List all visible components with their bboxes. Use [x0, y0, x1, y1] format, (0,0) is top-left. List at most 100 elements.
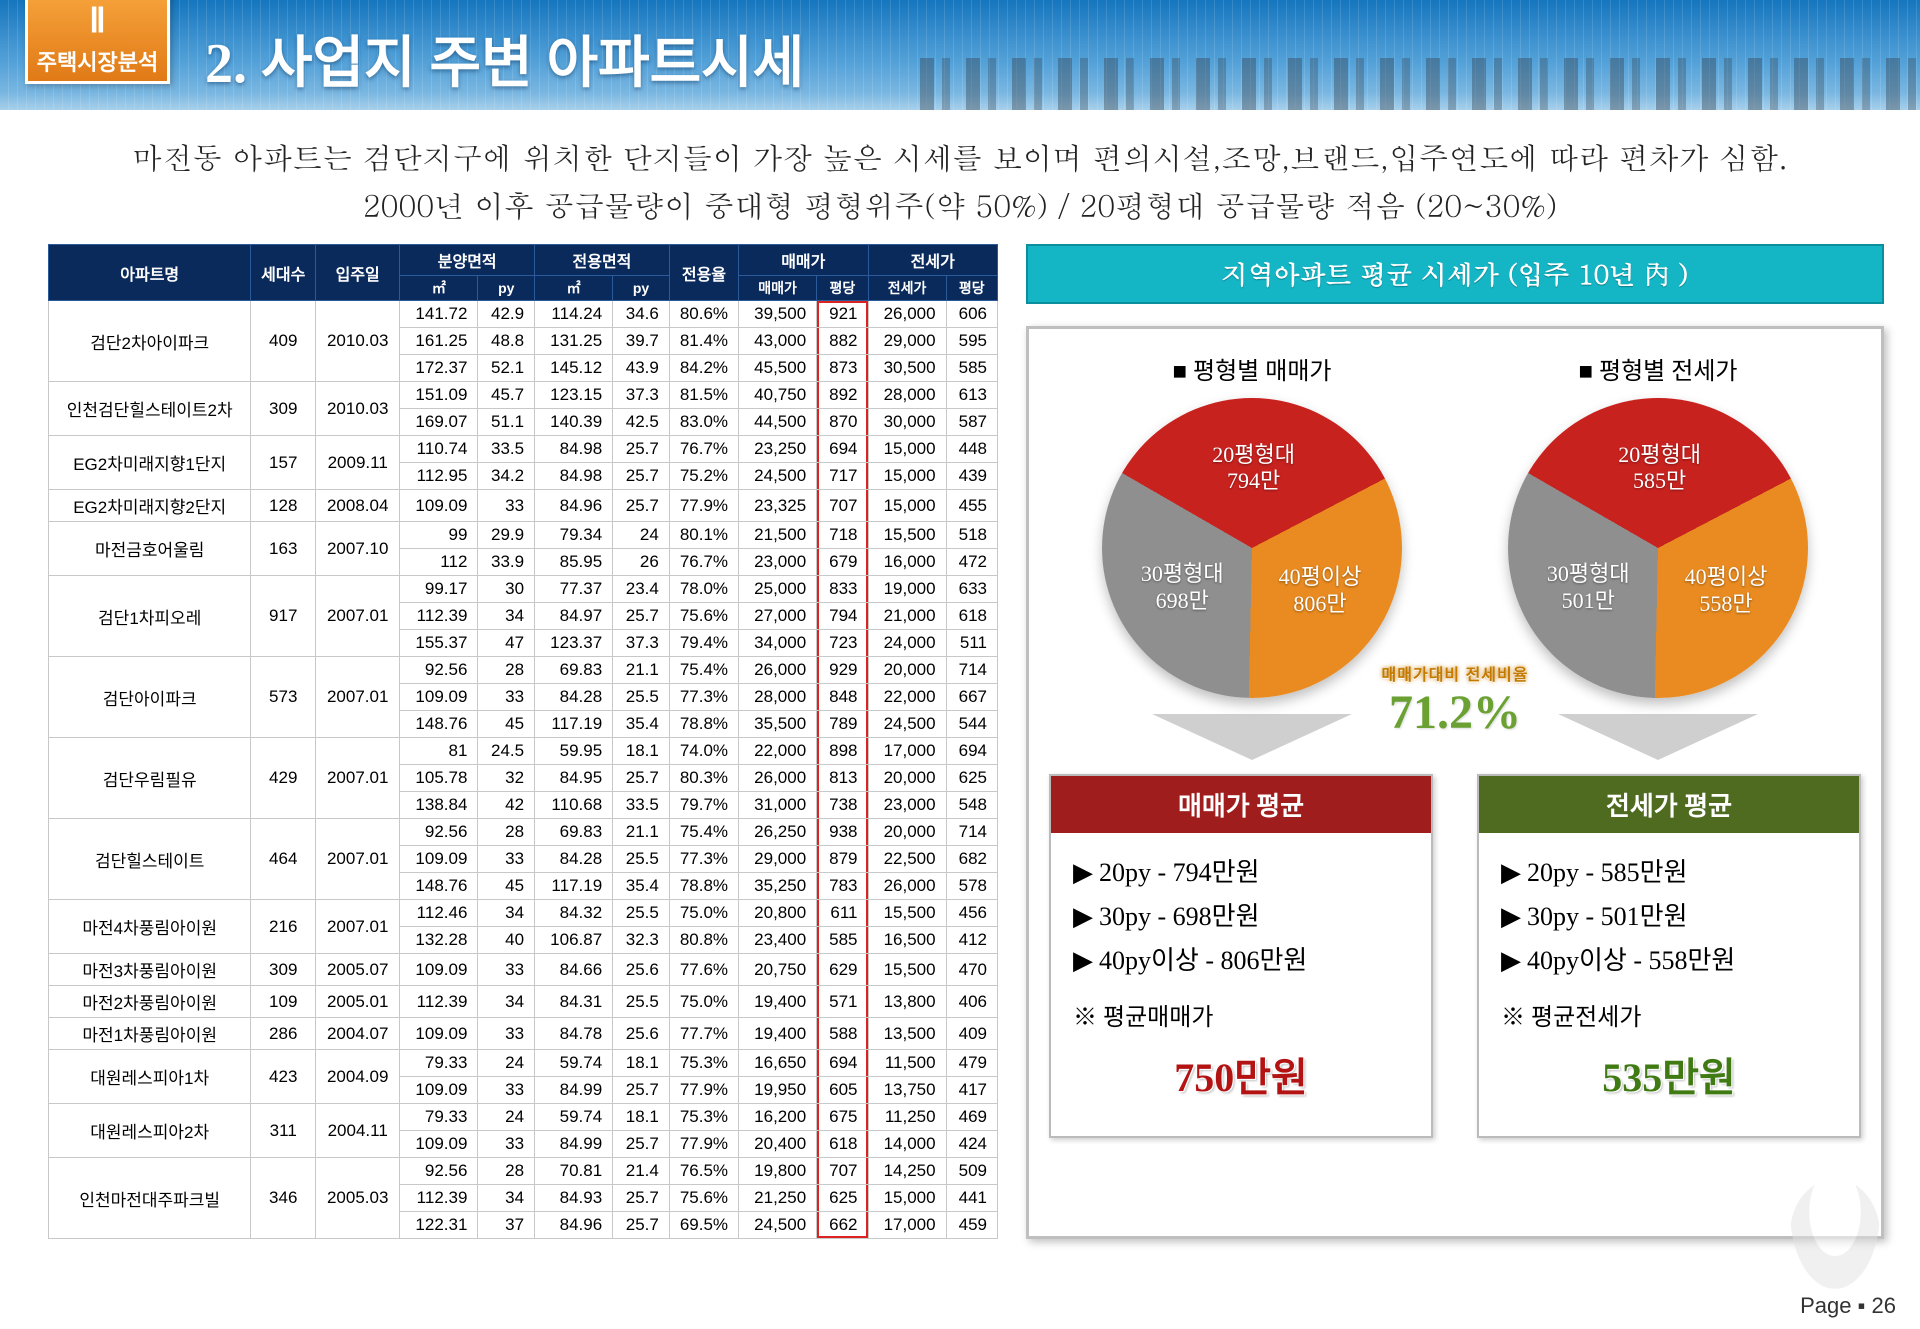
side-box: ■ 평형별 매매가 20평형대794만40평이상806만30평형대698만 ■ …: [1026, 326, 1884, 1239]
cell: 870: [817, 409, 868, 436]
cell: 24,500: [868, 711, 946, 738]
table-row: 마전금호어울림1632007.109929.979.342480.1%21,50…: [49, 522, 998, 549]
cell: 633: [946, 576, 997, 603]
cell: 79.33: [400, 1050, 478, 1077]
th-sale-price: 매매가: [739, 276, 817, 301]
cell: 109.09: [400, 1077, 478, 1104]
cell: 21,250: [739, 1185, 817, 1212]
cell: 51.1: [478, 409, 535, 436]
cell: 19,400: [739, 986, 817, 1018]
cell: 19,000: [868, 576, 946, 603]
cell: 20,000: [868, 657, 946, 684]
cell: 25.7: [613, 1131, 670, 1158]
cell: 938: [817, 819, 868, 846]
cell: 75.6%: [669, 1185, 738, 1212]
cell: 441: [946, 1185, 997, 1212]
cell: 24,500: [739, 1212, 817, 1239]
cell-apt-name: 인천검단힐스테이트2차: [49, 382, 251, 436]
cell: 544: [946, 711, 997, 738]
cell: 34: [478, 986, 535, 1018]
cell: 783: [817, 873, 868, 900]
cell-units: 429: [251, 738, 316, 819]
cell: 625: [946, 765, 997, 792]
cell: 33.5: [478, 436, 535, 463]
cell: 29,000: [868, 328, 946, 355]
cell: 25.7: [613, 436, 670, 463]
cell: 84.98: [535, 463, 613, 490]
cell: 37: [478, 1212, 535, 1239]
cell: 132.28: [400, 927, 478, 954]
cell: 15,500: [868, 522, 946, 549]
cell: 879: [817, 846, 868, 873]
cell: 110.74: [400, 436, 478, 463]
cell: 25.5: [613, 684, 670, 711]
section-badge: Ⅱ 주택시장분석: [25, 0, 170, 84]
cell: 25.7: [613, 765, 670, 792]
cell-units: 128: [251, 490, 316, 522]
cell: 35.4: [613, 711, 670, 738]
cell: 22,500: [868, 846, 946, 873]
pie-rent-col: ■ 평형별 전세가 20평형대585만40평이상558만30평형대501만: [1508, 351, 1808, 770]
section-badge-text: 주택시장분석: [28, 41, 167, 77]
cell: 455: [946, 490, 997, 522]
cell: 25.7: [613, 603, 670, 630]
cell: 34,000: [739, 630, 817, 657]
cell: 618: [817, 1131, 868, 1158]
avg-sale-line: 40py이상 - 806만원: [1073, 939, 1409, 983]
cell: 30,000: [868, 409, 946, 436]
cell: 33: [478, 846, 535, 873]
cell: 59.95: [535, 738, 613, 765]
cell: 112.39: [400, 986, 478, 1018]
cell: 25.5: [613, 900, 670, 927]
table-row: 마전2차풍림아이원1092005.01112.393484.3125.575.0…: [49, 986, 998, 1018]
cell: 789: [817, 711, 868, 738]
mascot-decor: [1790, 1179, 1880, 1289]
cell-movein: 2010.03: [316, 301, 400, 382]
cell-movein: 2007.01: [316, 576, 400, 657]
cell: 28: [478, 1158, 535, 1185]
cell-movein: 2009.11: [316, 436, 400, 490]
avg-rent-line: 20py - 585만원: [1501, 851, 1837, 895]
header-banner: Ⅱ 주택시장분석 2. 사업지 주변 아파트시세: [0, 0, 1920, 110]
cell: 84.32: [535, 900, 613, 927]
cell-units: 311: [251, 1104, 316, 1158]
cell: 37.3: [613, 630, 670, 657]
cell-movein: 2004.07: [316, 1018, 400, 1050]
cell: 19,950: [739, 1077, 817, 1104]
cell: 21,000: [868, 603, 946, 630]
cell: 509: [946, 1158, 997, 1185]
cell: 42.9: [478, 301, 535, 328]
cell: 34.6: [613, 301, 670, 328]
cell: 84.96: [535, 490, 613, 522]
section-roman: Ⅱ: [28, 0, 167, 41]
cell: 718: [817, 522, 868, 549]
cell: 898: [817, 738, 868, 765]
cell: 117.19: [535, 873, 613, 900]
cell: 29.9: [478, 522, 535, 549]
cell: 76.7%: [669, 549, 738, 576]
pie-slice-label: 40평이상806만: [1250, 564, 1390, 617]
cell: 873: [817, 355, 868, 382]
cell: 40,750: [739, 382, 817, 409]
cell: 44,500: [739, 409, 817, 436]
cell: 518: [946, 522, 997, 549]
cell-units: 917: [251, 576, 316, 657]
cell: 138.84: [400, 792, 478, 819]
cell: 605: [817, 1077, 868, 1104]
cell: 13,750: [868, 1077, 946, 1104]
cell: 105.78: [400, 765, 478, 792]
th-ratio: 전용율: [669, 245, 738, 301]
cell-units: 309: [251, 382, 316, 436]
cell: 16,500: [868, 927, 946, 954]
cell: 84.99: [535, 1131, 613, 1158]
cell: 618: [946, 603, 997, 630]
cell: 25.7: [613, 463, 670, 490]
cell: 813: [817, 765, 868, 792]
cell-units: 423: [251, 1050, 316, 1104]
cell: 106.87: [535, 927, 613, 954]
cell: 140.39: [535, 409, 613, 436]
cell: 84.28: [535, 846, 613, 873]
ratio-value: 71.2%: [1382, 685, 1529, 740]
cell: 22,000: [739, 738, 817, 765]
th-supply-m2: ㎡: [400, 276, 478, 301]
